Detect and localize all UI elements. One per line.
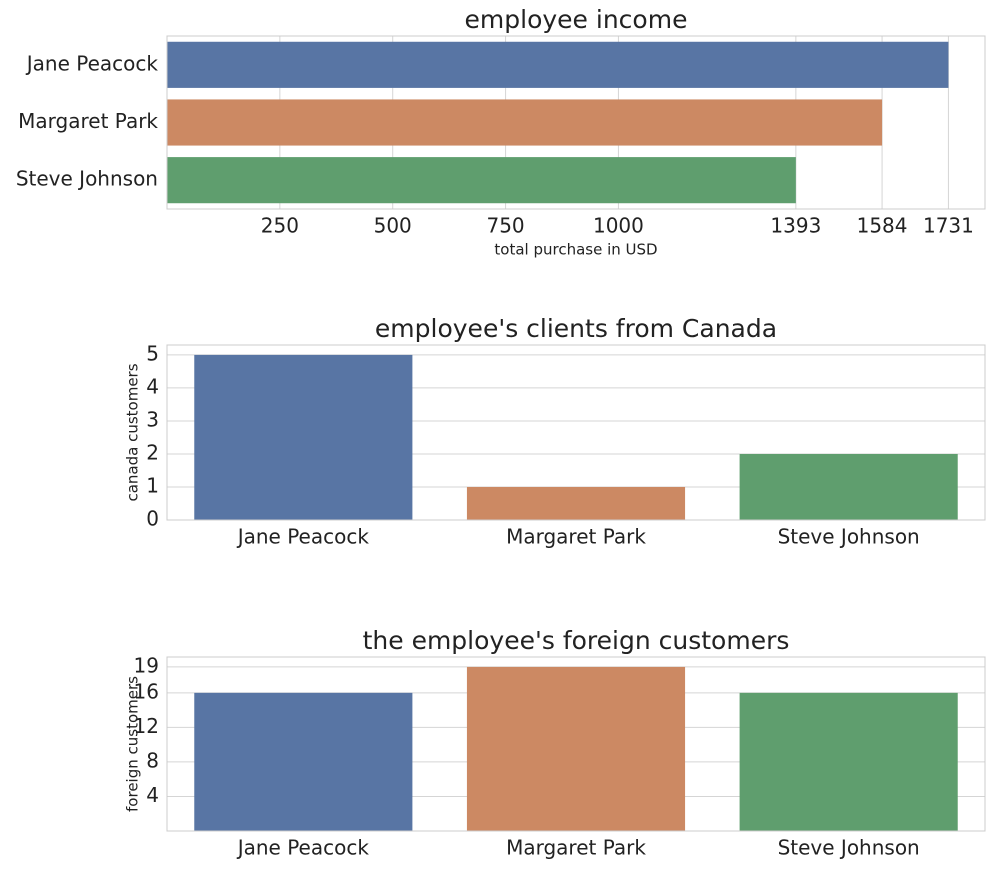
x-tick-label: Jane Peacock xyxy=(236,525,370,549)
y-tick-label: 3 xyxy=(146,407,159,431)
y-axis-label: canada customers xyxy=(124,363,142,501)
y-tick-label: Jane Peacock xyxy=(25,51,159,75)
bar xyxy=(739,453,958,520)
chart-title: employee income xyxy=(465,5,688,34)
x-tick-label: 1584 xyxy=(857,214,908,238)
x-tick-label: 1000 xyxy=(593,214,644,238)
bar xyxy=(466,486,686,520)
x-axis-label: total purchase in USD xyxy=(494,241,657,259)
y-tick-label: 4 xyxy=(146,783,159,807)
x-tick-label: 1393 xyxy=(770,214,821,238)
y-tick-label: 12 xyxy=(134,714,159,738)
plot-frame xyxy=(166,344,986,521)
x-tick-label: Margaret Park xyxy=(506,836,646,860)
y-tick-label: 16 xyxy=(134,679,159,703)
y-tick-label: Margaret Park xyxy=(18,109,158,133)
y-axis-label: foreign customers xyxy=(124,676,142,812)
chart-title: employee's clients from Canada xyxy=(375,314,777,343)
plot-frame xyxy=(166,656,986,832)
x-tick-label: 500 xyxy=(374,214,412,238)
y-tick-label: 4 xyxy=(146,374,159,398)
bar xyxy=(167,41,949,88)
y-tick-label: 19 xyxy=(134,653,159,677)
x-tick-label: 1731 xyxy=(923,214,974,238)
y-tick-label: Steve Johnson xyxy=(16,167,158,191)
y-tick-label: 0 xyxy=(146,507,159,531)
x-tick-label: 250 xyxy=(261,214,299,238)
bar xyxy=(194,354,413,520)
bar xyxy=(466,666,686,831)
bar xyxy=(739,692,958,831)
y-tick-label: 8 xyxy=(146,748,159,772)
x-tick-label: 750 xyxy=(486,214,524,238)
x-tick-label: Margaret Park xyxy=(506,525,646,549)
bar xyxy=(167,99,883,146)
y-tick-label: 1 xyxy=(146,473,159,497)
bar xyxy=(194,692,413,831)
x-tick-label: Steve Johnson xyxy=(778,525,920,549)
y-tick-label: 5 xyxy=(146,341,159,365)
x-tick-label: Jane Peacock xyxy=(236,836,370,860)
plot-frame xyxy=(166,35,986,210)
y-tick-label: 2 xyxy=(146,440,159,464)
bar xyxy=(167,157,796,204)
chart-title: the employee's foreign customers xyxy=(363,626,790,655)
x-tick-label: Steve Johnson xyxy=(778,836,920,860)
